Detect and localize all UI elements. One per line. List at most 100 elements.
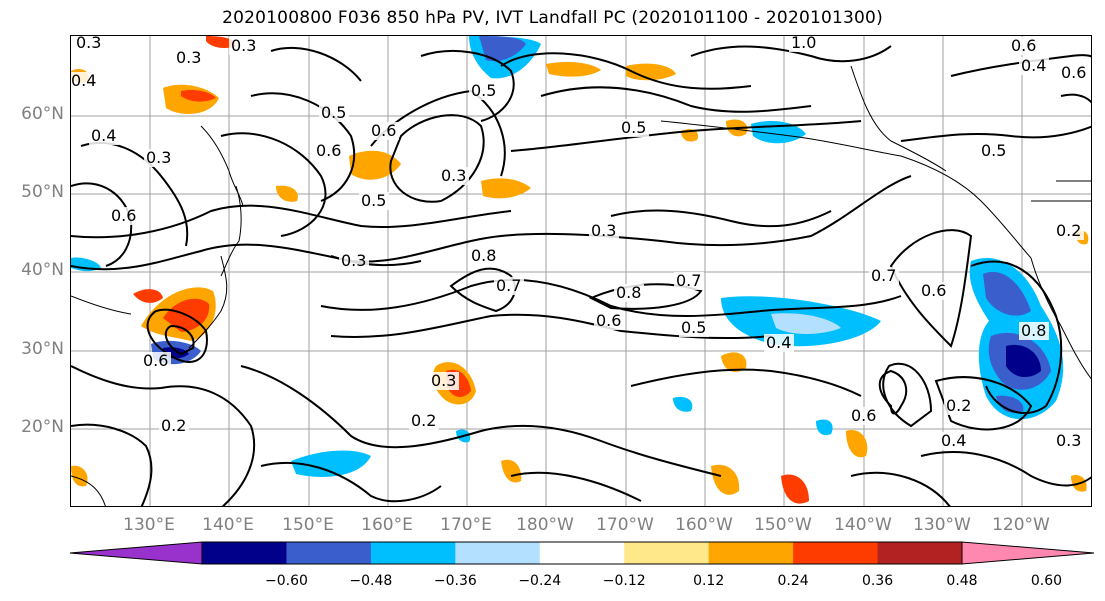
fill-negative bbox=[771, 313, 841, 334]
contour-label: 0.6 bbox=[316, 141, 341, 160]
colorbar-tick-label: 0.24 bbox=[777, 573, 809, 589]
contour-label: 0.3 bbox=[431, 371, 456, 390]
colorbar bbox=[69, 541, 1095, 565]
contour-label: 0.8 bbox=[616, 283, 641, 302]
colorbar-tick-label: −0.60 bbox=[264, 573, 308, 589]
fill-positive bbox=[481, 178, 531, 199]
contour-label-bg bbox=[674, 272, 704, 290]
fill-positive bbox=[133, 289, 163, 303]
colorbar-tick-label: 0.36 bbox=[861, 573, 894, 589]
contour-label-bg bbox=[429, 372, 459, 390]
lat-label-50n: 50°N bbox=[21, 182, 64, 202]
contour-label-bg bbox=[589, 222, 619, 240]
fill-negative bbox=[996, 395, 1024, 413]
contour-label-bg bbox=[919, 282, 949, 300]
lon-label-140w: 140°W bbox=[834, 515, 892, 535]
contour-label: 0.3 bbox=[231, 36, 256, 55]
contour-label-bg bbox=[1054, 432, 1084, 450]
colorbar-segment bbox=[455, 542, 541, 564]
contour-label: 0.4 bbox=[766, 333, 791, 352]
map-canvas: 0.3 0.3 0.4 0.3 0.5 0.6 1.0 0.6 0.6 0.5 0.4 0.5 0.3 0… bbox=[71, 36, 1091, 506]
contour-label: 0.5 bbox=[981, 141, 1006, 160]
lon-label-180w: 180°W bbox=[516, 515, 574, 535]
contour-label: 0.5 bbox=[681, 318, 706, 337]
contour-label-bg bbox=[944, 397, 974, 415]
colorbar-segment bbox=[877, 542, 963, 564]
fill-positive bbox=[721, 352, 747, 372]
contour-label-bg bbox=[314, 142, 344, 160]
contour-label: 0.6 bbox=[921, 281, 946, 300]
contour-label-bg bbox=[89, 127, 119, 145]
fill-positive bbox=[501, 459, 522, 483]
contour-label: 0.3 bbox=[341, 251, 366, 270]
lon-label-140e: 140°E bbox=[202, 515, 254, 535]
contour-label: 0.4 bbox=[71, 71, 96, 90]
fill-positive bbox=[206, 36, 236, 49]
contour-label-bg bbox=[141, 352, 171, 370]
lon-label-130w: 130°W bbox=[913, 515, 971, 535]
contour-label-bg bbox=[469, 82, 499, 100]
fill-positive bbox=[181, 89, 216, 102]
colorbar-segment bbox=[370, 542, 456, 564]
colorbar-tick-label: 0.12 bbox=[693, 573, 725, 589]
contour-label: 0.6 bbox=[111, 206, 136, 225]
contour-label-bg bbox=[439, 167, 469, 185]
lat-label-30n: 30°N bbox=[21, 339, 64, 359]
contour-label-bg bbox=[229, 37, 259, 55]
colorbar-tick-label: −0.48 bbox=[349, 573, 393, 589]
fill-negative bbox=[983, 271, 1031, 316]
colorbar-segment bbox=[286, 542, 372, 564]
contour-label: 0.3 bbox=[591, 221, 616, 240]
colorbar-segment bbox=[202, 542, 287, 564]
colorbar-extend-low bbox=[70, 542, 202, 564]
contour-label: 0.3 bbox=[146, 148, 171, 167]
contour-label: 0.5 bbox=[471, 81, 496, 100]
contour-label: 0.6 bbox=[851, 406, 876, 425]
colorbar-extend-high bbox=[962, 542, 1094, 564]
contour-label-bg bbox=[979, 142, 1009, 160]
colorbar-segment bbox=[793, 542, 879, 564]
contour-label-bg bbox=[359, 192, 389, 210]
fill-negative bbox=[673, 396, 693, 412]
contour-label: 0.3 bbox=[176, 48, 201, 67]
contour-label-bg bbox=[494, 277, 524, 295]
lon-label-160w: 160°W bbox=[675, 515, 733, 535]
contour-label-bg bbox=[144, 149, 174, 167]
contour-label: 0.8 bbox=[471, 246, 496, 265]
colorbar-segment bbox=[624, 542, 710, 564]
contour-labels: 0.3 0.3 0.4 0.3 0.5 0.6 1.0 0.6 0.6 0.5 0.4 0.5 0.3 0… bbox=[71, 36, 1089, 450]
contour-label: 0.7 bbox=[496, 276, 521, 295]
colorbar-tick-label: −0.24 bbox=[518, 573, 562, 589]
lat-label-20n: 20°N bbox=[21, 417, 64, 437]
contour-label-bg bbox=[594, 312, 624, 330]
contour-label: 0.5 bbox=[621, 118, 646, 137]
colorbar-segment bbox=[539, 542, 625, 564]
contour-label-bg bbox=[1054, 222, 1084, 240]
contour-label: 0.3 bbox=[76, 36, 101, 52]
colorbar-tick-label: 0.48 bbox=[946, 573, 978, 589]
lon-label-130e: 130°E bbox=[123, 515, 175, 535]
fill-negative bbox=[816, 419, 833, 436]
graticule bbox=[71, 36, 1091, 506]
contour-label: 0.2 bbox=[411, 411, 436, 430]
map-panel: 0.3 0.3 0.4 0.3 0.5 0.6 1.0 0.6 0.6 0.5 0.4 0.5 0.3 0… bbox=[70, 35, 1092, 507]
contour-label-bg bbox=[1009, 37, 1039, 55]
colorbar-segment bbox=[708, 542, 794, 564]
fill-negative bbox=[291, 450, 371, 477]
contour-label: 0.2 bbox=[1056, 221, 1081, 240]
pv-contours bbox=[71, 45, 1091, 506]
lat-label-60n: 60°N bbox=[21, 104, 64, 124]
contour-label: 0.6 bbox=[371, 121, 396, 140]
lon-label-170w: 170°W bbox=[596, 515, 654, 535]
fill-positive bbox=[71, 465, 88, 487]
colorbar-tick-label: −0.12 bbox=[602, 573, 646, 589]
lon-label-160e: 160°E bbox=[361, 515, 413, 535]
contour-label-bg bbox=[409, 412, 439, 430]
contour-label-bg bbox=[109, 207, 139, 225]
contour-label-bg bbox=[71, 72, 99, 90]
coastlines bbox=[71, 65, 1091, 506]
contour-label: 0.4 bbox=[941, 431, 966, 450]
contour-label-bg bbox=[1019, 322, 1049, 340]
contour-label: 0.6 bbox=[1061, 63, 1086, 82]
fill-positive bbox=[711, 464, 740, 495]
